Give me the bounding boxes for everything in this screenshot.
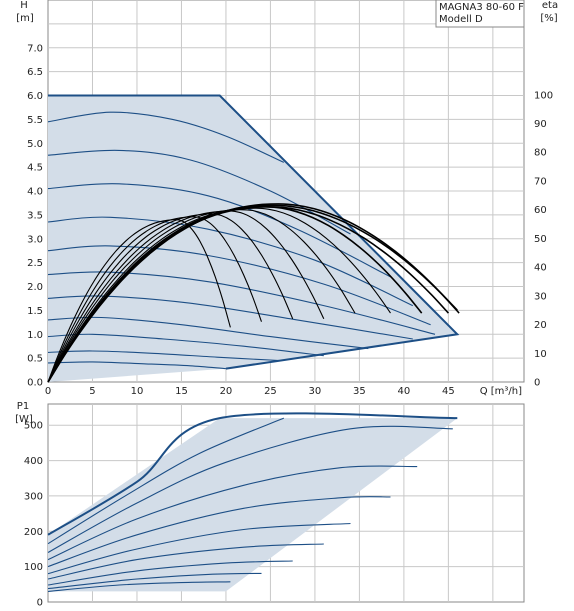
- head-y-tick-label: 3.5: [27, 210, 43, 221]
- head-y-tick-label: 0.0: [27, 378, 43, 389]
- eta-curve: [47, 213, 294, 383]
- x-tick-label: 45: [442, 386, 455, 397]
- x-tick-label: 15: [175, 386, 188, 397]
- x-tick-label: 40: [398, 386, 411, 397]
- eta-y-tick-label: 0: [534, 378, 540, 389]
- eta-y-tick-label: 40: [534, 263, 547, 274]
- power-axis-label: P1: [17, 401, 29, 412]
- x-tick-label: 20: [220, 386, 233, 397]
- eta-y-tick-label: 20: [534, 320, 547, 331]
- eta-y-tick-label: 70: [534, 176, 547, 187]
- head-y-tick-label: 5.5: [27, 115, 43, 126]
- x-tick-label: 25: [264, 386, 277, 397]
- model-name: MAGNA3 80-60 F: [439, 2, 524, 13]
- head-axis-label: H: [20, 0, 28, 11]
- head-y-tick-label: 5.0: [27, 139, 43, 150]
- x-tick-label: 35: [353, 386, 366, 397]
- head-curve: [47, 333, 324, 357]
- eta-y-tick-label: 50: [534, 234, 547, 245]
- power-curve: [47, 412, 458, 536]
- x-tick-label: 0: [45, 386, 51, 397]
- head-curve: [47, 111, 285, 163]
- power-y-tick-label: 300: [24, 491, 43, 502]
- head-y-tick-label: 7.0: [27, 43, 43, 54]
- head-curve: [47, 361, 226, 370]
- power-curve: [47, 417, 285, 545]
- power-y-tick-label: 0: [37, 598, 43, 609]
- head-curve: [47, 295, 413, 340]
- eta-curve: [47, 216, 263, 383]
- power-y-tick-label: 200: [24, 527, 43, 538]
- head-y-tick-label: 0.5: [27, 354, 43, 365]
- power-curve: [47, 543, 324, 580]
- power-curve: [47, 425, 453, 553]
- power-y-tick-label: 500: [24, 421, 43, 432]
- head-max-curve: [48, 94, 460, 370]
- head-y-tick-label: 6.5: [27, 67, 43, 78]
- x-tick-label: 5: [89, 386, 95, 397]
- head-y-tick-label: 3.0: [27, 234, 43, 245]
- head-y-tick-label: 4.5: [27, 163, 43, 174]
- head-y-tick-label: 1.5: [27, 306, 43, 317]
- x-tick-label: 10: [131, 386, 144, 397]
- eta-y-tick-label: 30: [534, 291, 547, 302]
- power-curve: [47, 581, 231, 592]
- eta-curve: [47, 207, 391, 383]
- eta-y-tick-label: 90: [534, 119, 547, 130]
- power-y-tick-label: 100: [24, 562, 43, 573]
- head-axis-unit: [m]: [16, 13, 34, 24]
- head-y-tick-label: 2.0: [27, 282, 43, 293]
- head-curve: [47, 245, 431, 326]
- model-variant: Modell D: [439, 14, 483, 25]
- power-axis-unit: [W]: [15, 414, 33, 425]
- head-y-tick-label: 1.0: [27, 330, 43, 341]
- eta-axis-unit: [%]: [540, 13, 557, 24]
- power-operating-region: [48, 418, 458, 592]
- power-y-tick-label: 400: [24, 456, 43, 467]
- power-curve: [47, 496, 391, 568]
- eta-y-tick-label: 60: [534, 205, 547, 216]
- head-operating-region: [48, 95, 458, 382]
- x-axis-label: Q [m³/h]: [480, 386, 522, 397]
- head-y-tick-label: 2.5: [27, 258, 43, 269]
- power-curve: [47, 560, 293, 586]
- power-curve: [47, 465, 418, 561]
- eta-axis-label: eta: [542, 0, 558, 11]
- head-curve: [47, 183, 391, 278]
- head-y-tick-label: 4.0: [27, 187, 43, 198]
- eta-y-tick-label: 80: [534, 148, 547, 159]
- eta-y-tick-label: 100: [534, 90, 553, 101]
- eta-curve: [47, 219, 231, 383]
- model-box: [435, 0, 525, 28]
- head-curve: [47, 350, 280, 362]
- eta-y-tick-label: 10: [534, 349, 547, 360]
- power-curve: [47, 522, 351, 575]
- x-tick-label: 30: [309, 386, 322, 397]
- eta-curve: [47, 210, 325, 383]
- eta-curve: [47, 209, 356, 383]
- power-curve: [47, 572, 262, 590]
- head-y-tick-label: 6.0: [27, 91, 43, 102]
